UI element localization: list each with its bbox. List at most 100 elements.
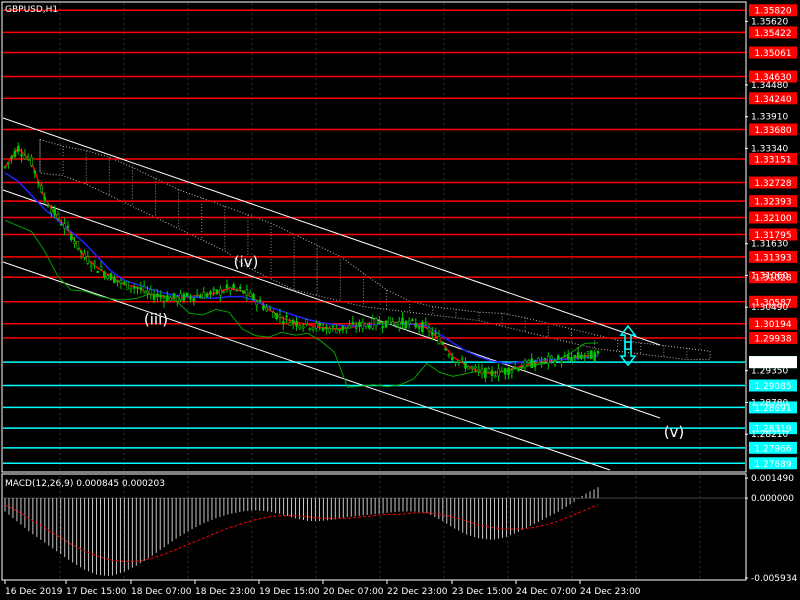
y-tick-label: 1.31060 [751, 271, 788, 281]
candle-body [566, 354, 570, 359]
candle-body [66, 225, 70, 228]
x-tick-label: 16 Dec 2019 [5, 587, 63, 597]
series-line-2 [4, 172, 599, 365]
candle-body [43, 196, 47, 200]
candle-body [242, 290, 245, 294]
candle-body [503, 368, 507, 375]
macd-tick-label: 0.001490 [751, 474, 794, 484]
candle-body [553, 361, 557, 366]
wave-label: (iii) [144, 310, 168, 328]
candle-body [63, 223, 66, 229]
candle-body [308, 328, 312, 330]
y-tick-label: 1.28780 [751, 398, 788, 408]
resistance-level-value: 1.34630 [754, 73, 791, 83]
candle-body [338, 329, 341, 331]
candle-body [156, 293, 159, 298]
macd-tick-label: 0.000000 [751, 494, 794, 504]
candle-body [344, 327, 348, 329]
candles [3, 142, 600, 383]
candle-body [368, 325, 371, 329]
candle-body [447, 354, 451, 357]
candle-body [222, 291, 225, 294]
candle-body [328, 328, 331, 333]
candle-body [371, 318, 375, 329]
candle-body [560, 360, 563, 364]
candle-body [593, 352, 596, 361]
y-tick-label: 1.33910 [751, 113, 788, 123]
resistance-level-value: 1.29938 [754, 334, 791, 344]
candle-body [175, 296, 179, 302]
y-tick-label: 1.33340 [751, 144, 788, 154]
candle-body [209, 291, 212, 295]
forecast-arrows [619, 324, 637, 367]
candle-body [99, 266, 103, 270]
candle-body [417, 326, 421, 329]
trend-line [2, 189, 661, 419]
resistance-level-tag [749, 123, 797, 136]
candle-body [152, 295, 156, 300]
candle-body [487, 368, 490, 370]
candle-body [146, 290, 149, 294]
candle-body [361, 321, 365, 329]
candle-body [225, 284, 229, 289]
resistance-level-tag [749, 211, 797, 224]
x-tick-label: 24 Dec 23:00 [580, 587, 641, 597]
resistance-level-value: 1.30194 [754, 320, 791, 330]
resistance-level-tag [749, 195, 797, 208]
resistance-level-tag [749, 331, 797, 344]
trend-channel [2, 117, 661, 471]
resistance-level-tag [749, 70, 797, 83]
candle-body [162, 297, 166, 302]
candle-body [334, 328, 338, 334]
candle-body [93, 261, 96, 264]
candle-body [103, 271, 106, 277]
candle-body [76, 241, 80, 249]
candle-body [40, 185, 43, 193]
current-price-tag [749, 356, 797, 369]
candle-body [500, 370, 504, 373]
candle-body [513, 367, 517, 369]
candle-body [437, 336, 441, 345]
candle-body [53, 208, 56, 216]
resistance-level-tag [749, 295, 797, 308]
candle-body [185, 292, 189, 297]
resistance-level-tag [749, 271, 797, 284]
candle-body [507, 367, 510, 376]
candle-body [440, 343, 444, 345]
candle-body [60, 224, 63, 226]
candle-body [281, 321, 285, 324]
support-level-tag [749, 457, 797, 470]
candle-body [414, 323, 418, 328]
candle-body [351, 321, 355, 325]
wave-labels: (iii) (iv) (v) [144, 253, 684, 441]
candle-body [235, 288, 239, 291]
candle-body [258, 299, 262, 303]
candle-body [132, 286, 136, 289]
resistance-level-value: 1.35820 [754, 7, 791, 17]
trend-line [2, 117, 661, 346]
candle-body [46, 205, 50, 208]
candle-body [182, 293, 186, 301]
macd-tick-label: -0.005934 [751, 574, 797, 584]
candle-body [457, 360, 461, 363]
candle-body [537, 357, 540, 364]
candle-body [56, 214, 60, 219]
y-tick-label: 1.29350 [751, 367, 788, 377]
candle-body [570, 356, 573, 362]
support-level-tag [749, 441, 797, 454]
support-level-value: 1.29085 [754, 382, 791, 392]
candle-body [265, 307, 269, 311]
candle-body [116, 280, 119, 283]
candle-body [36, 181, 40, 184]
candle-body [527, 360, 530, 364]
candle-body [464, 363, 467, 369]
y-tick-label: 1.35620 [751, 17, 788, 27]
candle-body [421, 321, 424, 333]
candle-body [586, 351, 590, 354]
candle-body [596, 350, 600, 354]
resistance-level-value: 1.32728 [754, 179, 791, 189]
candle-body [33, 170, 37, 174]
candle-body [272, 312, 275, 318]
